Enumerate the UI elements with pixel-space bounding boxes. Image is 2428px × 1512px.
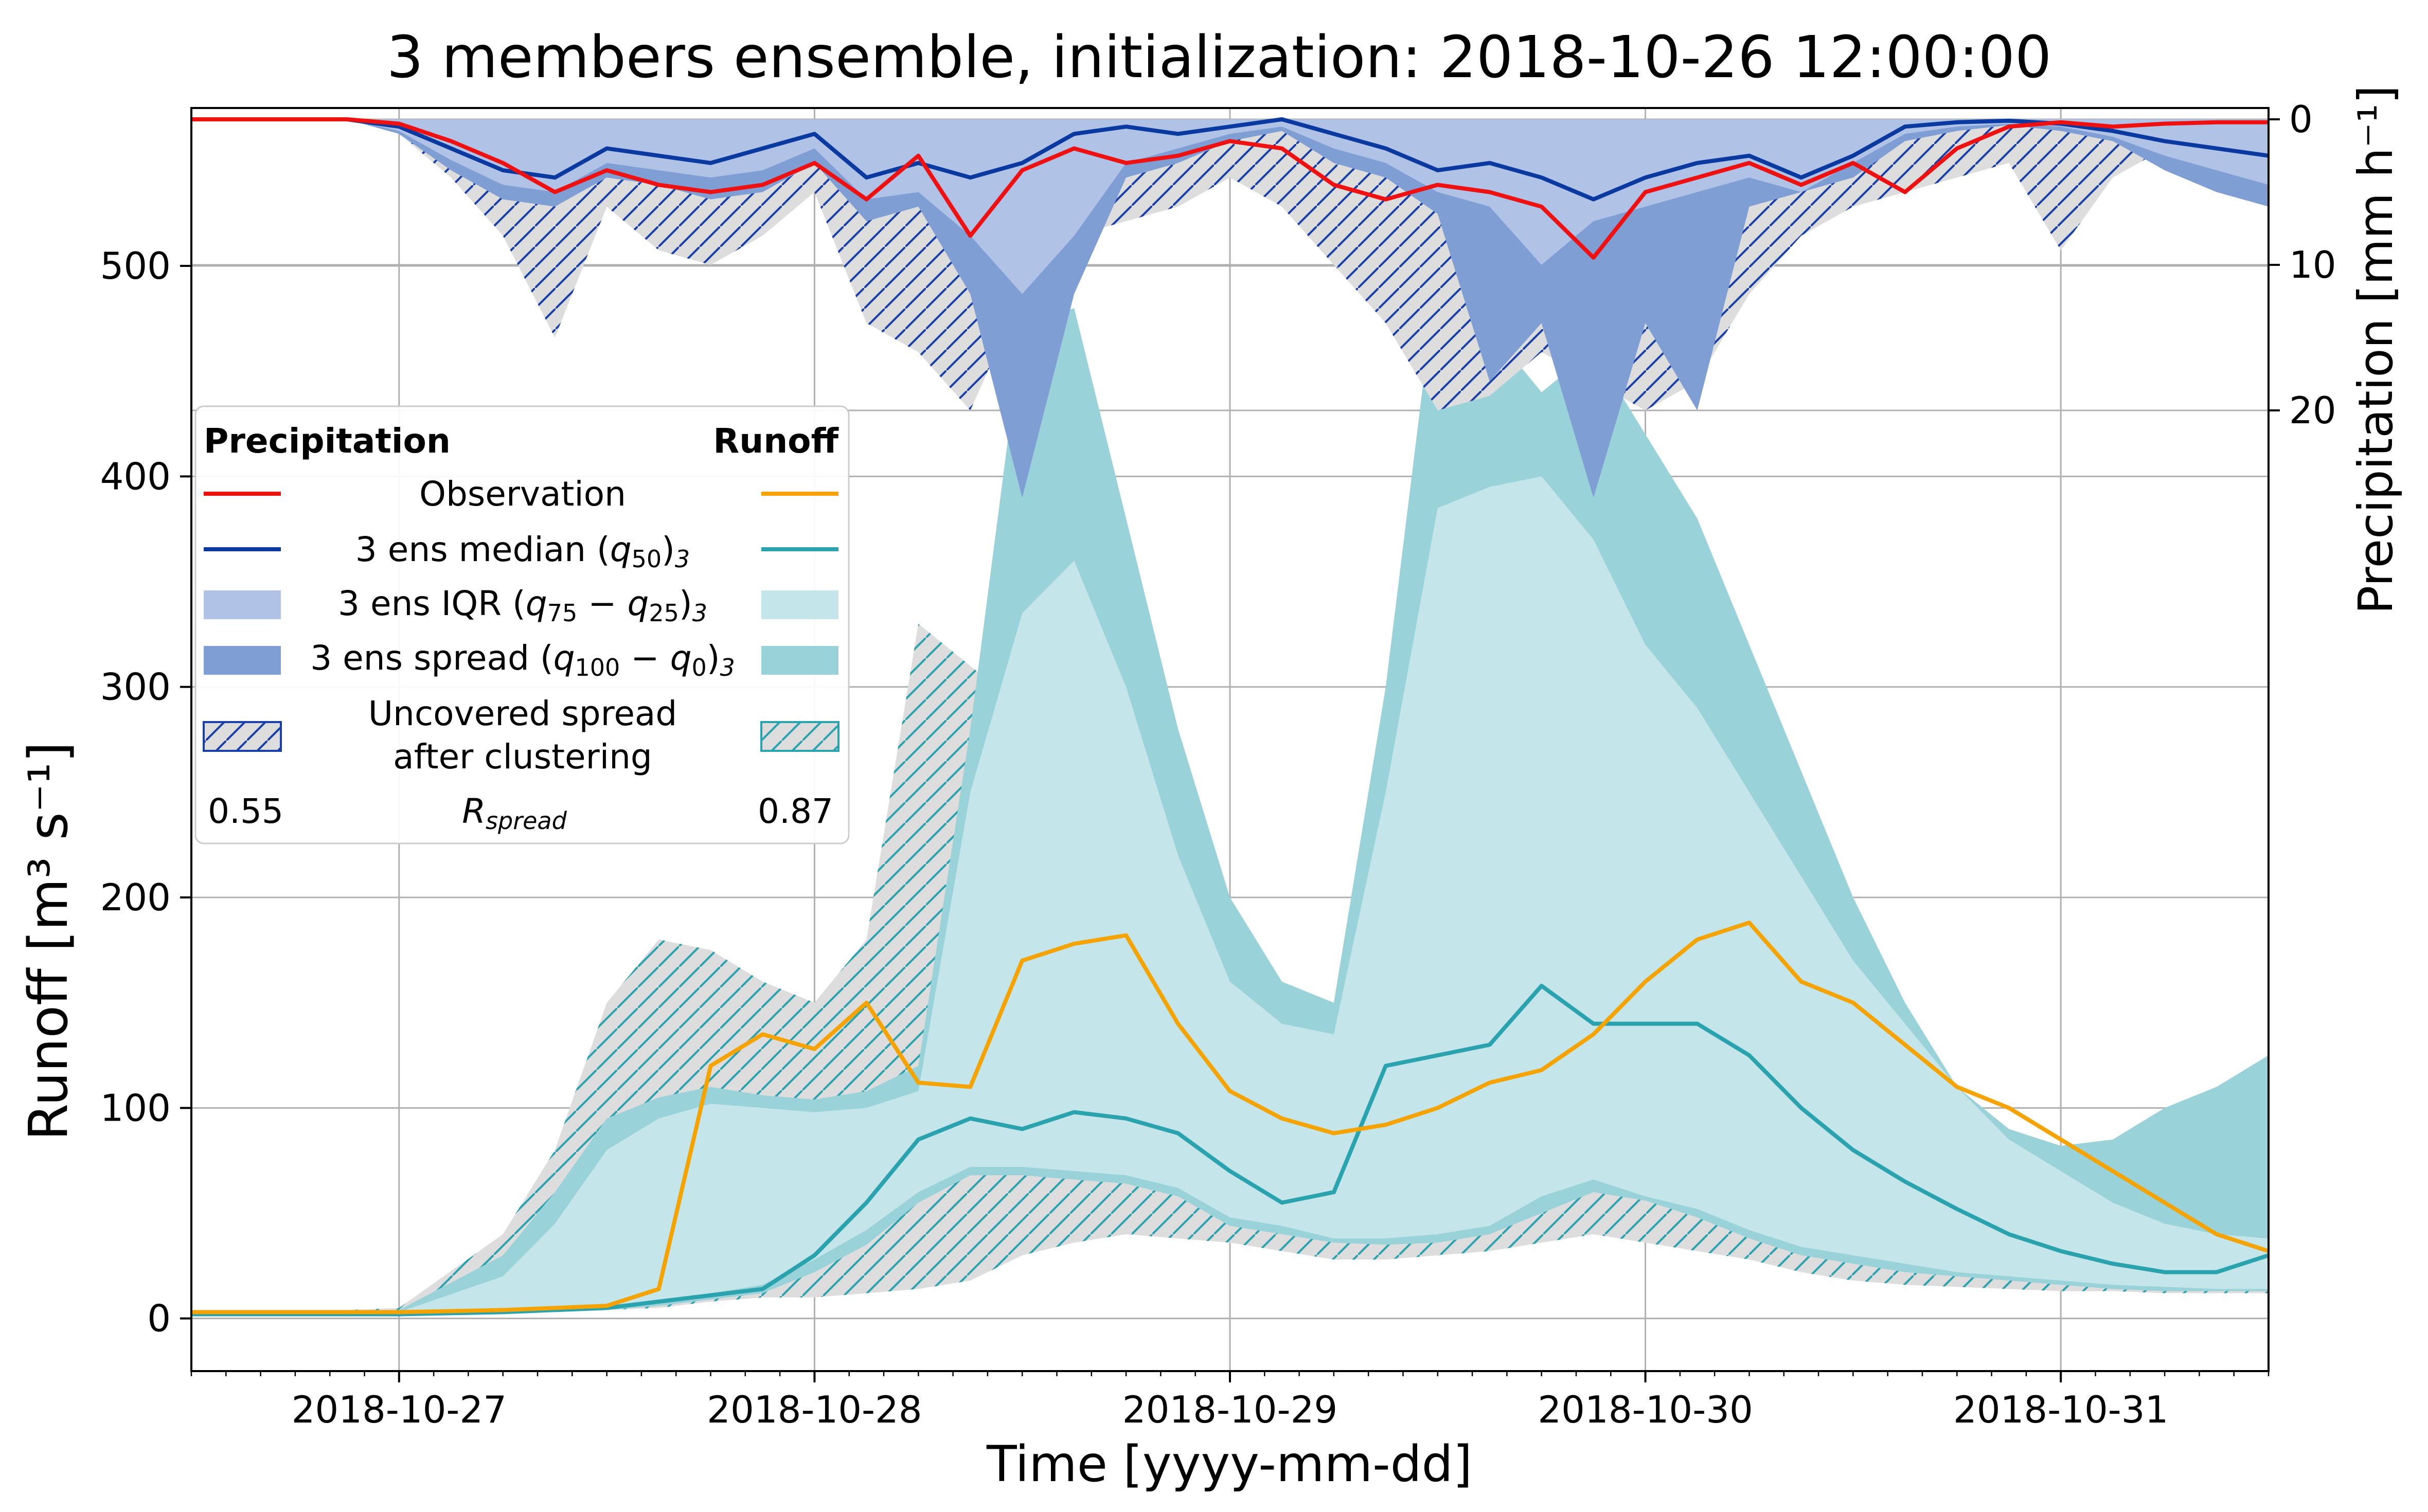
legend-uncovered-label-line2: after clustering [393, 737, 652, 777]
legend-header-precipitation: Precipitation [204, 421, 451, 461]
y-axis-label: Runoff [m³ s⁻¹] [17, 742, 80, 1141]
x-tick-label: 2018-10-27 [292, 1388, 507, 1431]
legend-precip-uncovered-hatch [204, 722, 281, 751]
legend-r-precip: 0.55 [208, 791, 283, 831]
legend-box [194, 405, 850, 844]
legend-uncovered-label-line1: Uncovered spread [368, 694, 677, 733]
legend-r-label: Rspread [462, 791, 567, 835]
y-tick-label: 300 [100, 665, 171, 709]
legend-runoff-iqr-swatch [761, 590, 838, 619]
precip-tick-label: 20 [2289, 389, 2336, 432]
legend-precip-iqr-swatch [204, 590, 281, 619]
precip-observation-line [191, 117, 2269, 260]
runoff-median-line [191, 983, 2269, 1317]
x-axis-label: Time [yyyy-mm-dd] [986, 1435, 1472, 1493]
axes: 2018-10-27 2018-10-28 2018-10-29 2018-10-30… [100, 98, 2336, 1431]
precip-tick-label: 10 [2289, 243, 2336, 286]
y-tick-label: 400 [100, 455, 171, 498]
legend-observation-label: Observation [419, 474, 626, 514]
chart-title: 3 members ensemble, initialization: 2018… [387, 24, 2051, 91]
legend-runoff-uncovered-hatch [761, 722, 838, 751]
legend-iqr-label: 3 ens IQR (q75 − q25)3 [338, 584, 707, 627]
legend-header-runoff: Runoff [713, 421, 839, 461]
x-tick-label: 2018-10-30 [1538, 1388, 1753, 1431]
precip-tick-label: 0 [2289, 98, 2313, 141]
precipitation-layer [191, 117, 2269, 498]
precip-median-line [191, 117, 2269, 202]
legend-spread-label: 3 ens spread (q100 − q0)3 [310, 638, 735, 681]
runoff-observation-line [191, 921, 2269, 1315]
y-tick-label: 200 [100, 876, 171, 919]
x-tick-label: 2018-10-29 [1122, 1388, 1337, 1431]
y-tick-label: 0 [147, 1297, 171, 1340]
precip-axis-label: Precipitation [mm h⁻¹] [2348, 85, 2403, 614]
x-tick-label: 2018-10-31 [1953, 1388, 2168, 1431]
runoff-layer [191, 266, 2269, 1317]
legend: Precipitation Runoff Observation 3 ens m… [194, 405, 850, 844]
x-tick-label: 2018-10-28 [707, 1388, 922, 1431]
legend-runoff-spread-swatch [761, 646, 838, 675]
runoff-iqr-band [191, 476, 2269, 1315]
legend-precip-spread-swatch [204, 646, 281, 675]
y-tick-label: 500 [100, 244, 171, 287]
legend-r-runoff: 0.87 [758, 791, 833, 831]
y-tick-label: 100 [100, 1086, 171, 1129]
